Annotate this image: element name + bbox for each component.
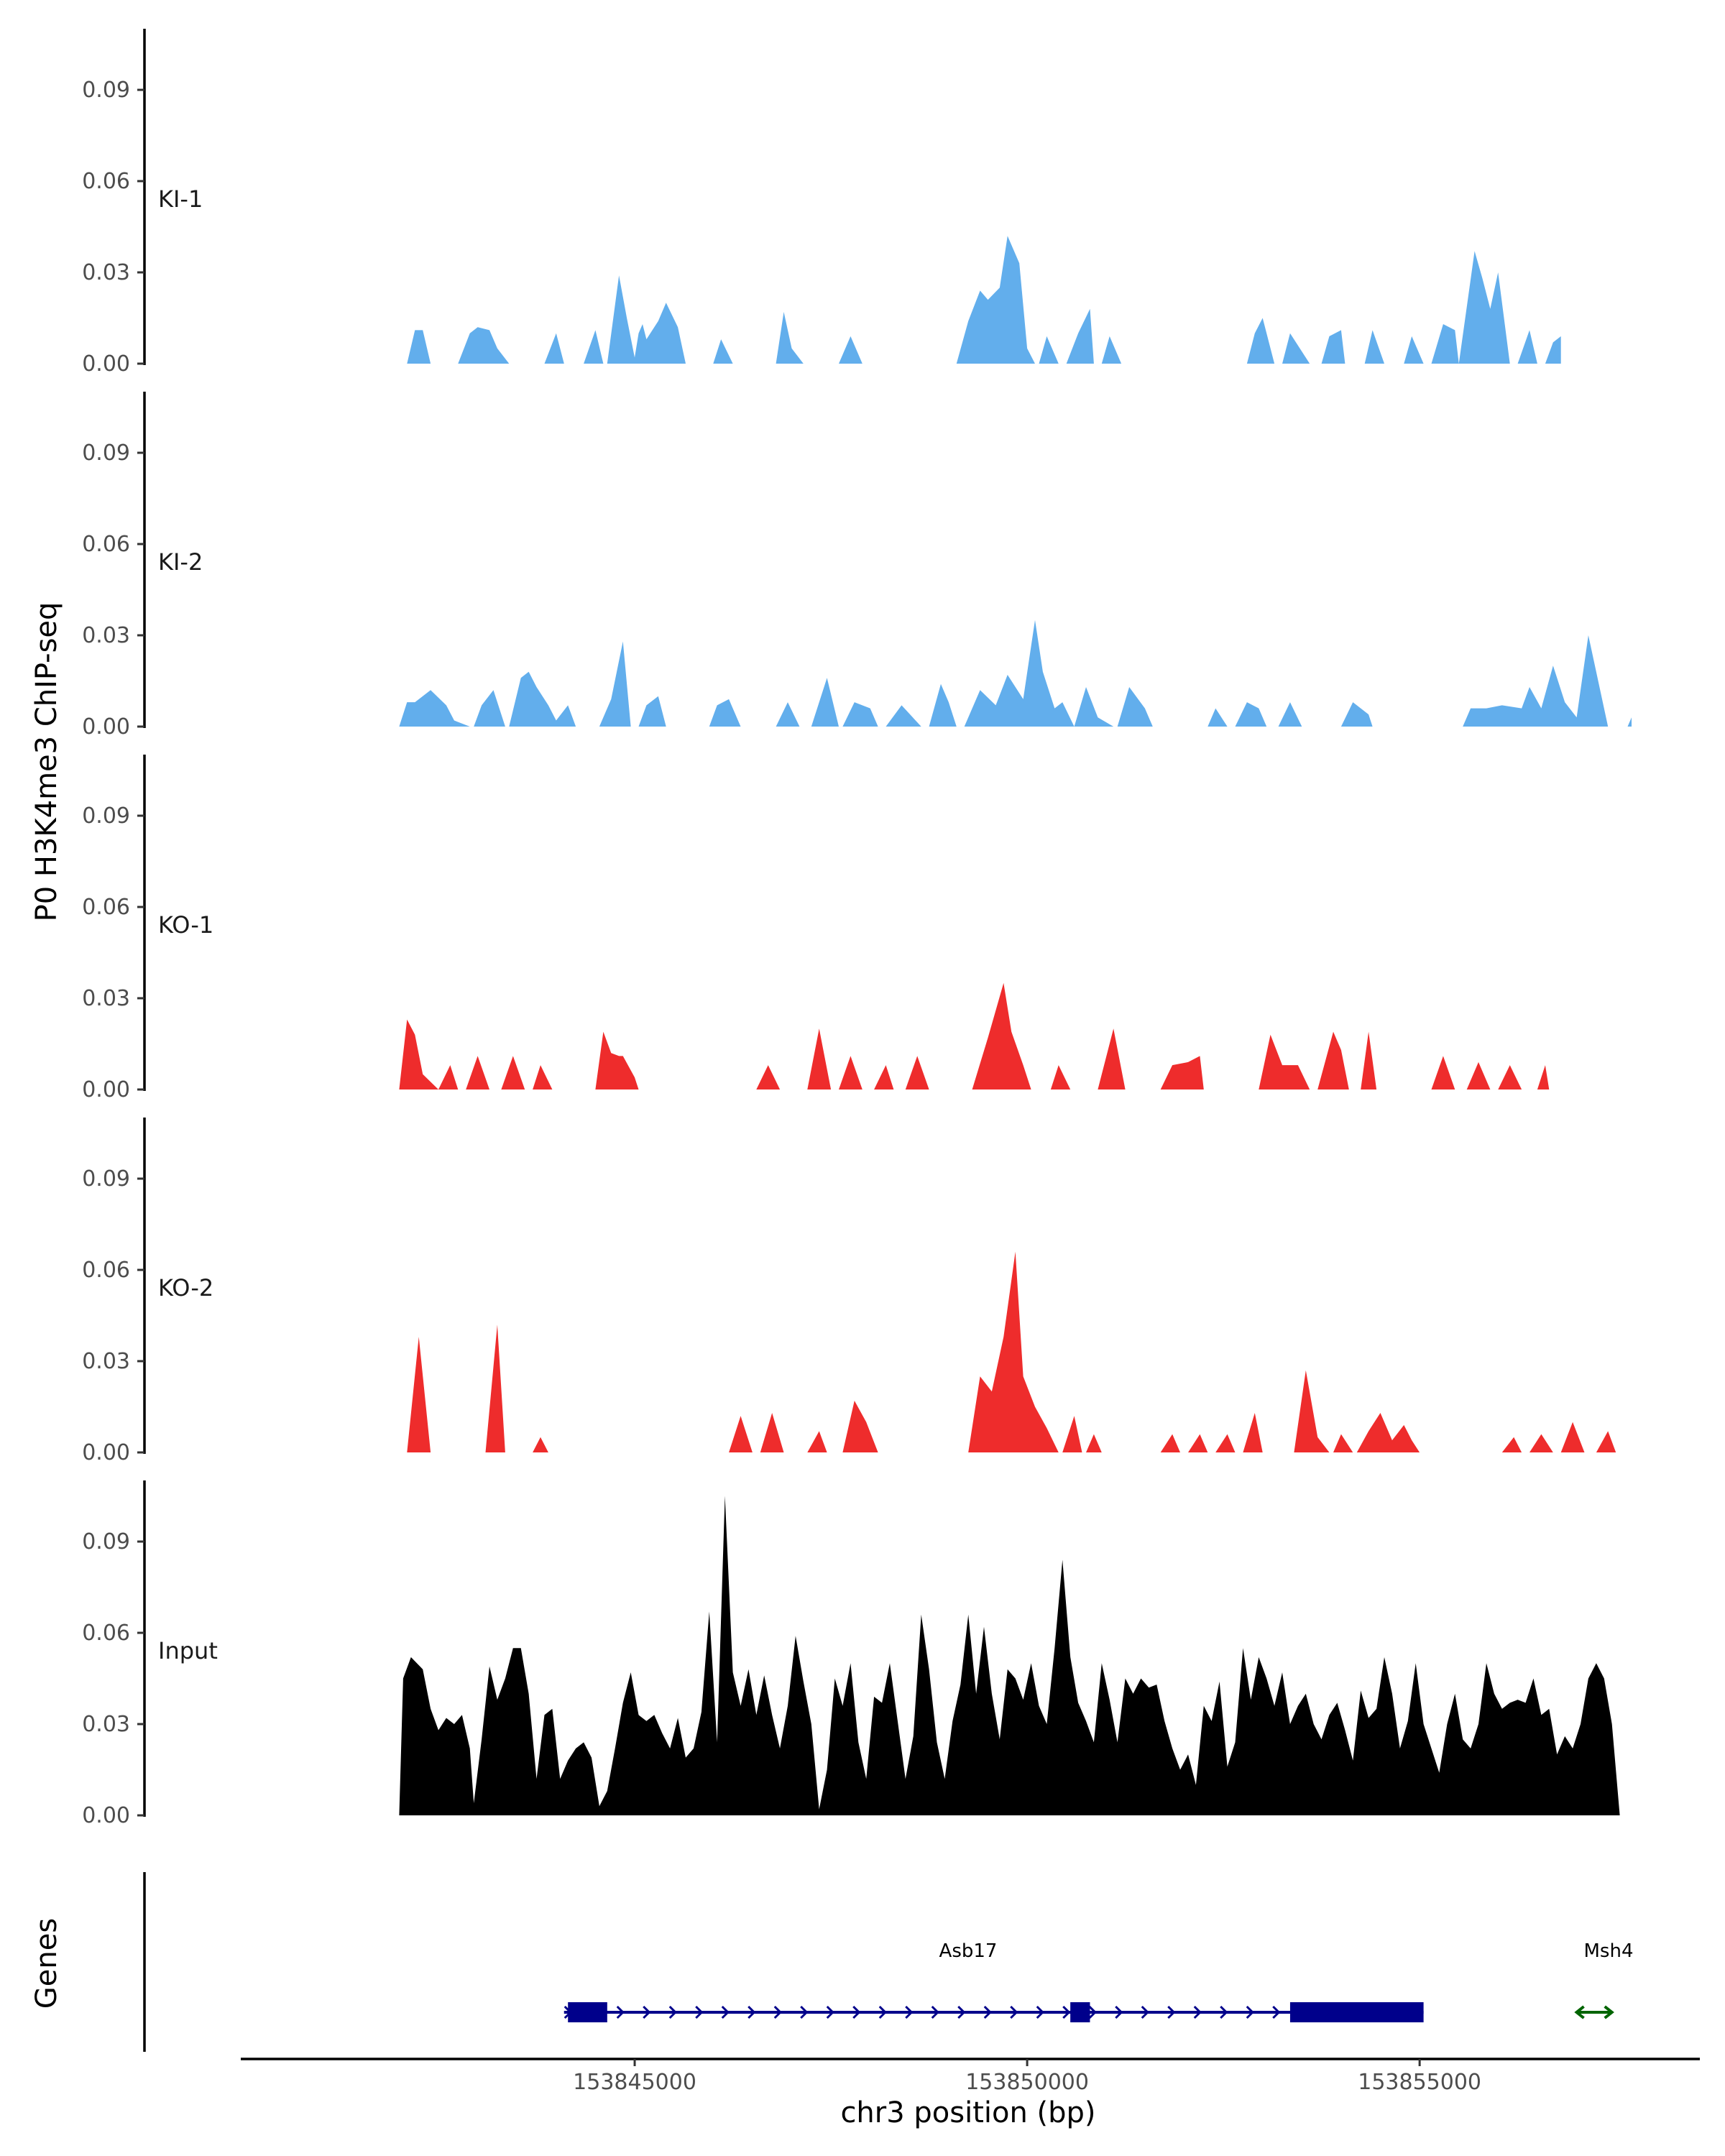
strand-arrow — [983, 2005, 992, 2019]
y-tick-label: 0.00 — [82, 351, 130, 377]
genes-axis-title: Genes — [30, 1918, 63, 2009]
track-label: KO-2 — [158, 1274, 213, 1302]
strand-arrow — [905, 2005, 914, 2019]
gene-label: Msh4 — [1584, 1940, 1634, 1962]
strand-arrow — [616, 2005, 625, 2019]
gene-exon — [1070, 2002, 1090, 2022]
strand-arrow — [1246, 2005, 1254, 2019]
gene-msh4: Msh4 — [1574, 1940, 1634, 2019]
strand-arrow — [1167, 2005, 1176, 2019]
genes-layer: Asb17 Msh4 — [143, 1872, 1634, 2052]
strand-arrow — [748, 2005, 756, 2019]
signal-area-input — [399, 1496, 1620, 1815]
strand-arrow — [1574, 2005, 1585, 2019]
track-label: KO-1 — [158, 911, 213, 939]
tracks-layer: 0.00 0.03 0.06 0.09 KI-1 0.00 0.03 0.06 0.09 KI-2… — [82, 29, 1632, 1828]
strand-arrow — [800, 2005, 809, 2019]
y-tick-label: 0.03 — [82, 260, 130, 285]
y-tick-label: 0.06 — [82, 895, 130, 920]
y-tick-label: 0.09 — [82, 1529, 130, 1554]
track-input: 0.00 0.03 0.06 0.09 Input — [82, 1480, 1620, 1828]
signal-area-ki-2 — [399, 619, 1632, 727]
track-label: KI-2 — [158, 548, 203, 576]
x-tick-label: 153845000 — [573, 2070, 696, 2095]
y-tick-label: 0.03 — [82, 623, 130, 648]
strand-arrow — [1141, 2005, 1149, 2019]
y-tick-label: 0.00 — [82, 1803, 130, 1828]
y-tick-label: 0.09 — [82, 1166, 130, 1192]
strand-arrow — [1010, 2005, 1018, 2019]
strand-arrow — [931, 2005, 939, 2019]
strand-arrow — [564, 2005, 572, 2019]
strand-arrow — [721, 2005, 730, 2019]
x-axis-title: chr3 position (bp) — [840, 2096, 1095, 2129]
y-tick-label: 0.00 — [82, 714, 130, 740]
strand-arrow — [878, 2005, 887, 2019]
track-label: KI-1 — [158, 185, 203, 213]
strand-arrow — [643, 2005, 651, 2019]
y-tick-label: 0.09 — [82, 441, 130, 466]
x-tick-label: 153855000 — [1358, 2070, 1481, 2095]
signal-area-ko-1 — [399, 982, 1550, 1089]
strand-arrow — [668, 2005, 677, 2019]
strand-arrow — [1403, 2005, 1412, 2019]
gene-label: Asb17 — [939, 1940, 998, 1962]
strand-arrow — [773, 2005, 782, 2019]
y-tick-label: 0.00 — [82, 1440, 130, 1465]
y-tick-label: 0.06 — [82, 169, 130, 194]
strand-arrow — [1088, 2005, 1097, 2019]
y-tick-label: 0.06 — [82, 532, 130, 557]
strand-arrow — [1298, 2005, 1307, 2019]
track-ki-2: 0.00 0.03 0.06 0.09 KI-2 — [82, 392, 1632, 740]
strand-arrow — [1193, 2005, 1202, 2019]
y-tick-label: 0.09 — [82, 803, 130, 829]
strand-arrow — [1036, 2005, 1044, 2019]
strand-arrow — [1115, 2005, 1123, 2019]
strand-arrow — [826, 2005, 834, 2019]
x-tick-label: 153850000 — [965, 2070, 1089, 2095]
gene-exon — [568, 2002, 607, 2022]
strand-arrow — [957, 2005, 966, 2019]
strand-arrow — [1220, 2005, 1228, 2019]
y-tick-label: 0.00 — [82, 1077, 130, 1102]
strand-arrow — [1377, 2005, 1386, 2019]
strand-arrow — [1351, 2005, 1359, 2019]
track-ko-2: 0.00 0.03 0.06 0.09 KO-2 — [82, 1118, 1616, 1465]
x-axis: 153845000 153850000 153855000 — [241, 2058, 1700, 2095]
strand-arrow — [1272, 2005, 1281, 2019]
y-tick-label: 0.06 — [82, 1621, 130, 1646]
gene-asb17: Asb17 — [564, 1940, 1424, 2022]
strand-arrow — [695, 2005, 704, 2019]
y-tick-label: 0.03 — [82, 986, 130, 1011]
strand-arrow — [590, 2005, 599, 2019]
y-tick-label: 0.03 — [82, 1349, 130, 1374]
strand-arrow — [1325, 2005, 1333, 2019]
strand-arrow — [852, 2005, 861, 2019]
strand-arrow — [1604, 2005, 1614, 2019]
signal-area-ki-1 — [407, 236, 1561, 364]
strand-arrow — [1062, 2005, 1071, 2019]
y-axis-title: P0 H3K4me3 ChIP-seq — [30, 602, 63, 922]
y-tick-label: 0.09 — [82, 78, 130, 103]
track-label: Input — [158, 1637, 218, 1664]
signal-area-ko-2 — [407, 1251, 1616, 1452]
track-ki-1: 0.00 0.03 0.06 0.09 KI-1 — [82, 29, 1561, 377]
y-tick-label: 0.03 — [82, 1712, 130, 1737]
y-tick-label: 0.06 — [82, 1258, 130, 1283]
track-ko-1: 0.00 0.03 0.06 0.09 KO-1 — [82, 755, 1550, 1102]
